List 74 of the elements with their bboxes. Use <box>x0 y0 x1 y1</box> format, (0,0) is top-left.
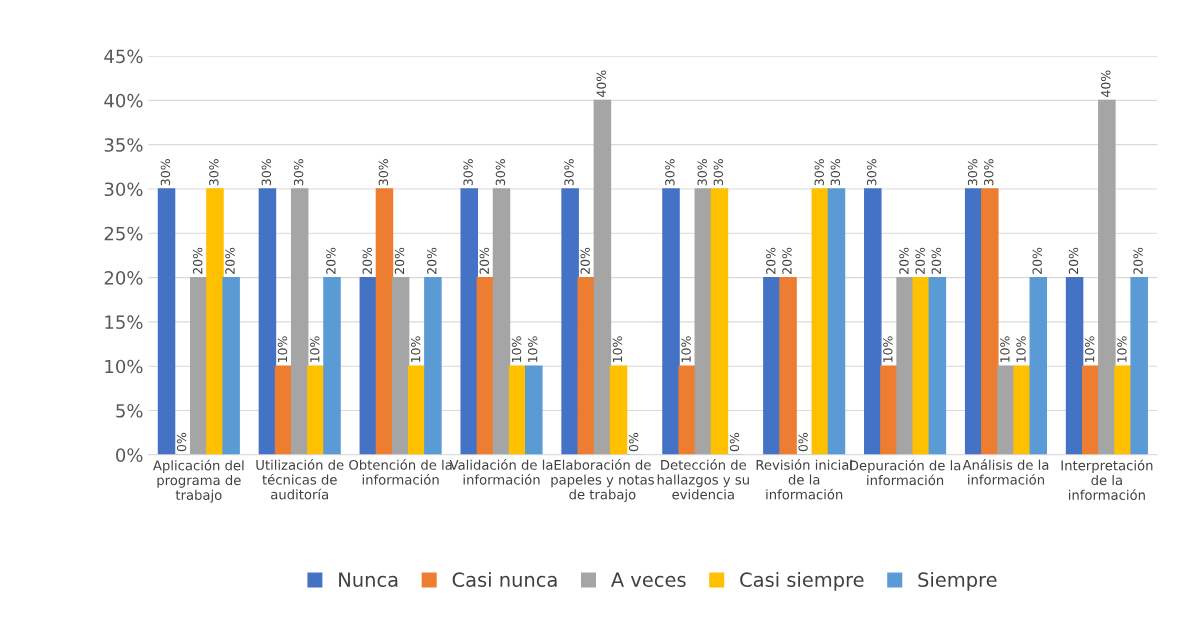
data-label: 20% <box>394 247 405 274</box>
data-label: 10% <box>527 336 538 363</box>
legend-label: A veces <box>611 572 686 588</box>
y-tick-label: 40% <box>104 93 143 108</box>
x-tick-label: Utilización de técnicas de auditoría <box>256 459 344 500</box>
data-label: 20% <box>1032 247 1042 274</box>
data-label: 30% <box>830 159 841 186</box>
data-label: 10% <box>1000 336 1010 363</box>
data-label: 40% <box>596 70 607 97</box>
y-tick-label: 30% <box>104 182 143 197</box>
data-label: 0% <box>176 432 187 452</box>
data-label: 10% <box>1016 336 1026 363</box>
x-tick-label: Obtención de la información <box>349 459 452 485</box>
data-label: 30% <box>984 159 994 186</box>
legend-label: Siempre <box>918 571 997 591</box>
x-tick-label: Depuración de la información <box>850 459 961 486</box>
legend-label: Casi siempre <box>740 571 864 591</box>
data-label: 10% <box>681 336 691 363</box>
data-label: 30% <box>665 159 675 186</box>
x-tick-label: Revisión inicial de la información <box>756 459 852 500</box>
data-label: 10% <box>277 336 288 363</box>
data-label: 30% <box>967 159 978 186</box>
x-tick-label: Detección de hallazgos y su evidencia <box>657 459 749 500</box>
data-label: 30% <box>378 159 389 186</box>
x-tick-label: Interpretación de la información <box>1061 459 1153 500</box>
data-label: 0% <box>628 432 639 452</box>
data-label: 30% <box>495 159 506 186</box>
data-label: 20% <box>931 247 941 274</box>
data-label: 30% <box>261 159 272 186</box>
data-label: 20% <box>1133 247 1143 274</box>
x-tick-label: Elaboración de papeles y notas de trabajo <box>551 459 654 502</box>
data-label: 30% <box>463 159 473 186</box>
y-tick-label: 0% <box>116 448 143 462</box>
data-label: 30% <box>160 159 171 186</box>
data-label: 20% <box>766 247 776 274</box>
data-label: 10% <box>410 336 421 363</box>
data-label: 20% <box>192 247 203 274</box>
data-label: 10% <box>511 336 522 363</box>
data-label: 10% <box>612 336 623 363</box>
y-tick-label: 20% <box>104 271 143 285</box>
y-tick-label: 35% <box>104 138 143 152</box>
data-label: 20% <box>326 247 336 274</box>
data-label: 10% <box>883 336 893 363</box>
data-label: 20% <box>899 247 909 274</box>
y-tick-label: 15% <box>105 315 143 329</box>
data-label: 10% <box>1084 336 1095 363</box>
data-label: 30% <box>713 159 724 186</box>
data-label: 20% <box>479 247 489 274</box>
y-tick-label: 45% <box>104 49 143 64</box>
y-tick-label: 10% <box>105 359 143 374</box>
data-label: 20% <box>782 247 792 274</box>
data-label: 10% <box>1117 336 1127 363</box>
data-label: 40% <box>1101 70 1111 97</box>
data-label: 0% <box>798 432 808 452</box>
data-label: 20% <box>915 247 925 274</box>
data-label: 20% <box>1068 247 1079 274</box>
y-tick-label: 5% <box>116 403 143 418</box>
x-tick-label: Análisis de la información <box>962 459 1049 485</box>
data-label: 30% <box>293 159 304 186</box>
data-label: 20% <box>580 247 590 274</box>
data-label: 30% <box>866 159 877 186</box>
data-label: 30% <box>814 159 824 186</box>
data-label: 20% <box>362 247 372 274</box>
data-label: 30% <box>209 159 219 186</box>
x-tick-label: Aplicación del programa de trabajo <box>153 459 244 503</box>
data-label: 20% <box>427 247 437 274</box>
data-label: 30% <box>697 159 707 186</box>
data-label: 30% <box>564 159 574 186</box>
data-label: 0% <box>729 432 740 452</box>
legend-label: Casi nunca <box>452 571 557 588</box>
data-label: 20% <box>225 247 235 274</box>
legend-label: Nunca <box>339 572 398 588</box>
data-label: 10% <box>310 336 320 363</box>
y-tick-label: 25% <box>104 226 143 241</box>
